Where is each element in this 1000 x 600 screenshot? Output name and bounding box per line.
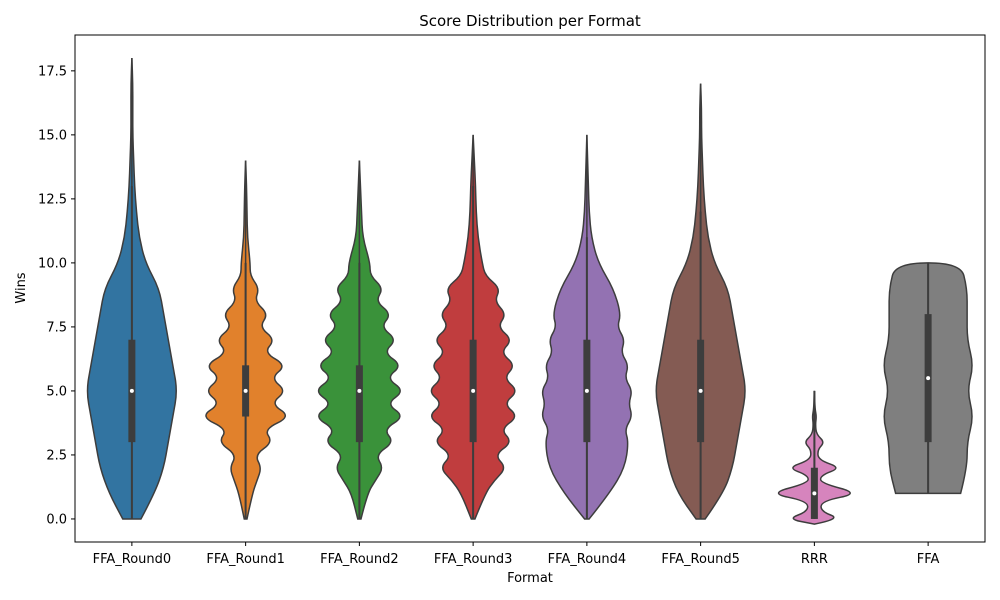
y-tick-label: 2.5 (46, 448, 67, 463)
x-tick-label: FFA_Round1 (206, 552, 285, 567)
violin-group (86, 58, 973, 525)
y-tick-label: 7.5 (46, 320, 67, 335)
x-tick-label: FFA_Round5 (661, 552, 740, 567)
x-tick-label: RRR (801, 552, 828, 567)
y-axis: 0.0 2.5 5.0 7.5 10.0 12.5 15.0 17.5 (38, 64, 75, 527)
y-tick-label: 12.5 (38, 192, 67, 207)
plot-frame (74, 34, 986, 543)
y-tick-label: 0.0 (46, 512, 67, 527)
x-tick-label: FFA_Round2 (320, 552, 399, 567)
violin-median-dot (357, 388, 362, 393)
chart-title: Score Distribution per Format (419, 12, 641, 30)
violin-median-dot (812, 491, 817, 496)
violin-median-dot (471, 388, 476, 393)
x-tick-label: FFA_Round0 (93, 552, 172, 567)
x-tick-label: FFA (917, 552, 940, 567)
y-tick-label: 10.0 (38, 256, 67, 271)
violin-median-dot (584, 388, 589, 393)
x-tick-label: FFA_Round4 (548, 552, 627, 567)
x-tick-label: FFA_Round3 (434, 552, 513, 567)
y-axis-title: Wins (14, 272, 29, 303)
violin-median-dot (243, 388, 248, 393)
violin-median-dot (129, 388, 134, 393)
violin-median-dot (926, 376, 931, 381)
y-tick-label: 5.0 (46, 384, 67, 399)
y-tick-label: 15.0 (38, 128, 67, 143)
y-tick-label: 17.5 (38, 64, 67, 79)
x-axis-title: Format (507, 571, 553, 586)
x-axis: FFA_Round0 FFA_Round1 FFA_Round2 FFA_Round3… (93, 542, 940, 567)
violin-median-dot (698, 388, 703, 393)
violin-iqr-box (355, 365, 363, 443)
